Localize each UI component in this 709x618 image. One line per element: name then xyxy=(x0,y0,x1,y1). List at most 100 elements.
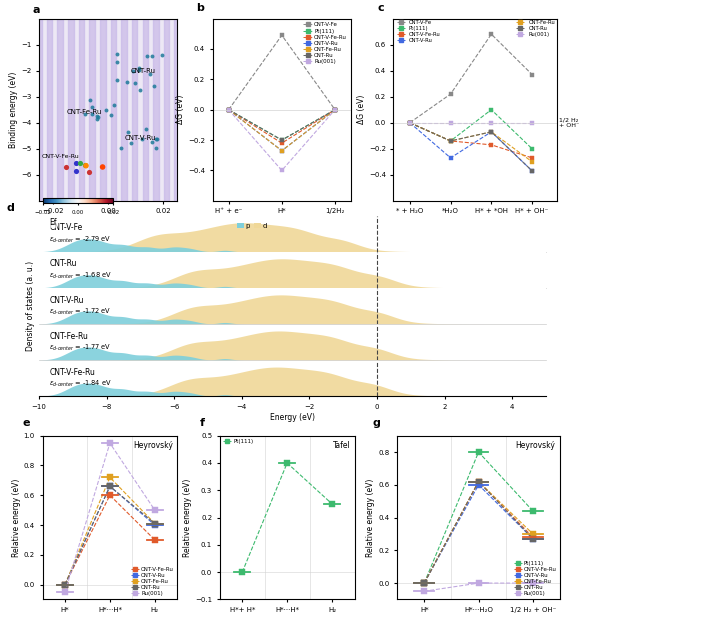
CNT-V-Fe-Ru xyxy=(447,137,455,145)
Line: CNT-Fe-Ru: CNT-Fe-Ru xyxy=(421,479,536,586)
Bar xyxy=(79,19,84,201)
Point xyxy=(60,162,72,172)
CNT-V-Fe-Ru xyxy=(474,478,483,485)
CNT-V-Ru xyxy=(420,580,428,587)
Text: Heyrovský: Heyrovský xyxy=(133,441,173,450)
Ru(001) xyxy=(447,119,455,127)
Pt(111) xyxy=(447,137,455,145)
Point xyxy=(86,103,98,112)
CNT-Fe-Ru xyxy=(277,147,286,154)
Ru(001) xyxy=(106,439,114,447)
Legend: CNT-V-Fe, Pt(111), CNT-V-Fe-Ru, CNT-V-Ru, CNT-Fe-Ru, CNT-Ru, Ru(001): CNT-V-Fe, Pt(111), CNT-V-Fe-Ru, CNT-V-Ru… xyxy=(301,21,348,66)
CNT-Fe-Ru xyxy=(331,106,340,113)
Y-axis label: Density of states (a. u.): Density of states (a. u.) xyxy=(26,261,35,351)
Line: CNT-V-Fe-Ru: CNT-V-Fe-Ru xyxy=(62,493,157,587)
Point xyxy=(112,75,123,85)
CNT-V-Ru xyxy=(277,147,286,154)
CNT-V-Fe-Ru xyxy=(277,140,286,147)
CNT-V-Fe-Ru xyxy=(331,106,340,113)
Ru(001) xyxy=(277,167,286,174)
Point xyxy=(133,65,144,75)
CNT-V-Fe-Ru xyxy=(487,141,496,148)
Pt(111) xyxy=(238,569,247,576)
CNT-Fe-Ru xyxy=(447,137,455,145)
Line: Ru(001): Ru(001) xyxy=(421,580,536,594)
Text: a: a xyxy=(32,5,40,15)
CNT-V-Ru xyxy=(331,106,340,113)
CNT-Ru xyxy=(420,580,428,587)
Text: $\varepsilon_{d\text{-}center}$ = -1.77 eV: $\varepsilon_{d\text{-}center}$ = -1.77 … xyxy=(49,343,111,353)
CNT-Ru xyxy=(527,167,537,175)
Line: CNT-V-Ru: CNT-V-Ru xyxy=(226,108,337,153)
Y-axis label: Binding energy (eV): Binding energy (eV) xyxy=(9,72,18,148)
Point xyxy=(84,95,96,104)
Point xyxy=(150,134,162,144)
Point xyxy=(116,143,127,153)
Point xyxy=(135,85,146,95)
Bar xyxy=(111,19,116,201)
CNT-V-Fe xyxy=(331,106,340,113)
Pt(111) xyxy=(328,500,336,507)
CNT-Fe-Ru xyxy=(420,580,428,587)
Line: CNT-Fe-Ru: CNT-Fe-Ru xyxy=(408,121,535,164)
CNT-Ru xyxy=(331,106,340,113)
Pt(111) xyxy=(283,459,291,467)
Line: CNT-Fe-Ru: CNT-Fe-Ru xyxy=(62,475,157,587)
Y-axis label: ΔG (eV): ΔG (eV) xyxy=(357,95,366,124)
Text: $\varepsilon_{d\text{-}center}$ = -2.79 eV: $\varepsilon_{d\text{-}center}$ = -2.79 … xyxy=(49,235,111,245)
CNT-V-Fe-Ru xyxy=(527,154,537,161)
Point xyxy=(142,51,153,61)
Y-axis label: ΔG (eV): ΔG (eV) xyxy=(177,95,185,124)
Text: $\varepsilon_{d\text{-}center}$ = -1.68 eV: $\varepsilon_{d\text{-}center}$ = -1.68 … xyxy=(49,271,112,281)
Point xyxy=(146,137,157,147)
Text: f: f xyxy=(200,418,205,428)
Line: CNT-V-Fe-Ru: CNT-V-Fe-Ru xyxy=(226,108,337,146)
Text: CNT-Fe-Ru: CNT-Fe-Ru xyxy=(67,109,102,116)
CNT-Fe-Ru xyxy=(474,478,483,485)
CNT-V-Fe-Ru xyxy=(106,491,114,499)
Text: Heyrovský: Heyrovský xyxy=(515,441,555,450)
Ru(001) xyxy=(527,119,537,127)
Point xyxy=(70,158,82,168)
Line: Pt(111): Pt(111) xyxy=(408,108,535,151)
Line: Ru(001): Ru(001) xyxy=(62,441,157,595)
CNT-Ru xyxy=(447,137,455,145)
Point xyxy=(86,109,98,119)
Line: Pt(111): Pt(111) xyxy=(421,449,536,586)
Bar xyxy=(174,19,180,201)
Line: CNT-Ru: CNT-Ru xyxy=(408,121,535,173)
Ru(001) xyxy=(224,106,233,113)
Point xyxy=(140,124,151,134)
CNT-Fe-Ru xyxy=(61,581,69,588)
CNT-V-Fe xyxy=(487,30,496,38)
CNT-Ru xyxy=(224,106,233,113)
CNT-Fe-Ru xyxy=(224,106,233,113)
CNT-V-Ru xyxy=(487,128,496,135)
CNT-Fe-Ru xyxy=(106,473,114,481)
Point xyxy=(101,105,112,115)
Ru(001) xyxy=(529,580,537,587)
Text: Tafel: Tafel xyxy=(333,441,350,450)
Line: CNT-V-Ru: CNT-V-Ru xyxy=(408,121,535,173)
Ru(001) xyxy=(150,506,159,514)
CNT-V-Fe xyxy=(447,90,455,98)
Point xyxy=(157,50,168,60)
Text: b: b xyxy=(196,3,204,13)
CNT-Fe-Ru xyxy=(150,520,159,527)
Bar xyxy=(36,19,42,201)
Text: CNT-V-Fe-Ru: CNT-V-Fe-Ru xyxy=(49,368,95,377)
CNT-V-Fe-Ru xyxy=(420,580,428,587)
Pt(111) xyxy=(474,448,483,455)
Bar xyxy=(143,19,148,201)
Line: Pt(111): Pt(111) xyxy=(226,108,337,143)
CNT-V-Fe xyxy=(406,119,414,127)
Point xyxy=(133,63,144,73)
Point xyxy=(125,138,137,148)
Text: g: g xyxy=(373,418,381,428)
CNT-Fe-Ru xyxy=(527,158,537,166)
Line: CNT-Ru: CNT-Ru xyxy=(62,483,157,587)
CNT-Ru xyxy=(474,478,483,485)
CNT-Fe-Ru xyxy=(529,530,537,538)
Text: Ef: Ef xyxy=(49,218,57,227)
Pt(111) xyxy=(331,106,340,113)
